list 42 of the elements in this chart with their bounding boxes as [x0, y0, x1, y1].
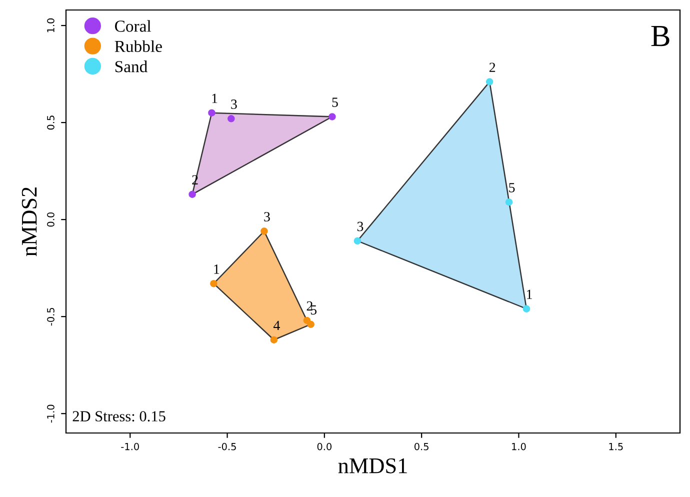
- point: [522, 305, 530, 312]
- x-tick-label: 0.0: [317, 442, 332, 450]
- annotation: 3: [264, 212, 270, 222]
- y-tick-label: -1.0: [47, 404, 54, 423]
- annotation: 3: [231, 100, 237, 109]
- legend-label: Rubble: [114, 40, 162, 52]
- x-tick-label: -0.5: [218, 442, 236, 450]
- y-axis-title: nMDS2: [22, 188, 37, 256]
- annotation: 5: [332, 98, 338, 107]
- y-tick-label: 0.5: [47, 116, 54, 130]
- legend-label: Coral: [115, 20, 152, 32]
- point: [354, 237, 362, 245]
- point: [260, 228, 268, 235]
- annotation: 2D Stress: 0.15: [72, 411, 166, 422]
- x-tick-label: 1.0: [512, 442, 526, 450]
- annotation: 2: [306, 301, 312, 311]
- point: [328, 113, 336, 120]
- annotation: 1: [214, 264, 220, 274]
- annotation: 2: [490, 62, 496, 72]
- annotation: 4: [273, 320, 280, 330]
- point: [486, 78, 494, 86]
- annotation: 5: [310, 305, 317, 315]
- point: [188, 190, 196, 198]
- point: [270, 336, 278, 344]
- annotation: 1: [212, 94, 218, 103]
- y-tick-label: 1.0: [47, 18, 54, 32]
- point: [228, 115, 235, 122]
- x-tick-label: 1.5: [609, 443, 623, 450]
- x-tick-label: 0.5: [414, 442, 428, 450]
- point: [210, 280, 218, 288]
- annotation: B: [651, 26, 670, 46]
- annotation: 5: [509, 183, 515, 192]
- point: [307, 320, 314, 328]
- annotation: 3: [357, 222, 364, 232]
- point: [208, 109, 216, 116]
- x-axis-title: nMDS1: [338, 458, 407, 474]
- point: [505, 198, 513, 206]
- y-tick-label: -0.5: [47, 308, 54, 326]
- x-tick-label: -1.0: [121, 442, 139, 450]
- annotation: 1: [527, 290, 532, 299]
- legend-label: Sand: [115, 60, 148, 72]
- y-tick-label: 0.0: [47, 212, 54, 227]
